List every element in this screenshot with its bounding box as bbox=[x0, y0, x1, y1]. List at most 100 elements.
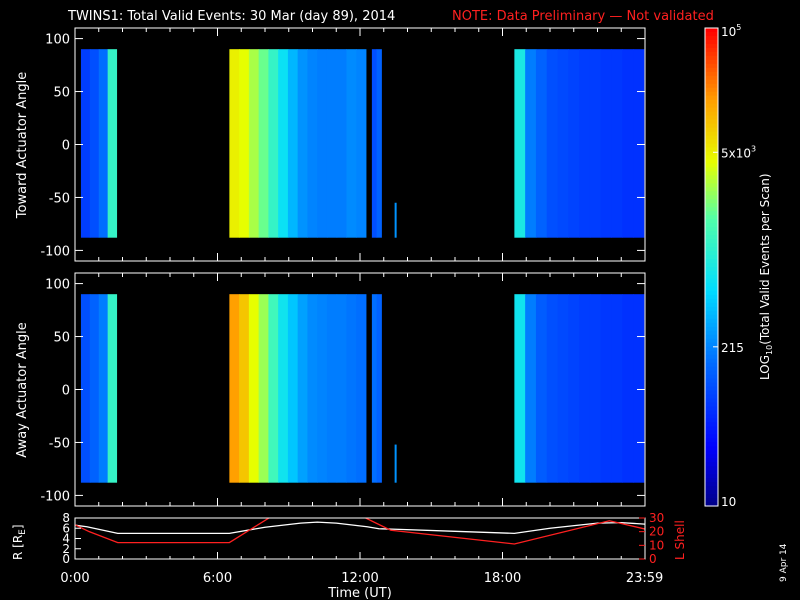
heatmap-cell bbox=[376, 49, 382, 238]
colorbar-cell bbox=[705, 151, 718, 157]
heatmap-cell bbox=[80, 49, 91, 238]
colorbar-cell bbox=[705, 211, 718, 216]
heatmap-cell bbox=[229, 294, 240, 483]
heatmap-cell bbox=[326, 294, 338, 483]
r-tick-label: 4 bbox=[62, 532, 70, 546]
heatmap-cell bbox=[346, 294, 357, 483]
colorbar-cell bbox=[705, 426, 718, 431]
heatmap-cell bbox=[317, 49, 328, 238]
colorbar-cell bbox=[705, 358, 718, 364]
colorbar-cell bbox=[705, 394, 718, 400]
heatmap-cell bbox=[239, 49, 250, 238]
colorbar-cell bbox=[705, 247, 718, 252]
heatmap-cell bbox=[258, 294, 269, 483]
date-stamp: 9 Apr 14 bbox=[779, 543, 789, 582]
colorbar-cell bbox=[705, 362, 718, 368]
colorbar-cell bbox=[705, 67, 718, 73]
heatmap-cell bbox=[89, 294, 100, 483]
r-tick-label: 2 bbox=[62, 542, 70, 556]
colorbar-cell bbox=[705, 474, 718, 479]
colorbar-cell bbox=[705, 243, 718, 248]
heatmap-cell bbox=[600, 49, 612, 238]
heatmap-cell bbox=[568, 49, 580, 238]
colorbar-cell bbox=[705, 418, 718, 423]
heatmap-cell bbox=[336, 49, 347, 238]
y-tick-label: 100 bbox=[45, 33, 70, 48]
heatmap-cell bbox=[258, 49, 269, 238]
heatmap-cell bbox=[107, 49, 118, 238]
colorbar-cell bbox=[705, 231, 718, 236]
colorbar-gradient bbox=[705, 28, 718, 507]
colorbar-cell bbox=[705, 107, 718, 113]
colorbar-cell bbox=[705, 498, 718, 503]
colorbar-cell bbox=[705, 370, 718, 376]
heatmap-cell bbox=[107, 294, 118, 483]
heatmap-cell bbox=[248, 49, 260, 238]
colorbar-cell bbox=[705, 119, 718, 125]
colorbar-cell bbox=[705, 294, 718, 300]
colorbar-cell bbox=[705, 127, 718, 133]
colorbar-cell bbox=[705, 155, 718, 161]
colorbar-cell bbox=[705, 302, 718, 308]
colorbar-cell bbox=[705, 430, 718, 435]
heatmap-cell bbox=[346, 49, 357, 238]
heatmap-spike bbox=[394, 444, 397, 483]
heatmap-cell bbox=[514, 294, 526, 483]
colorbar-cell bbox=[705, 115, 718, 121]
colorbar-cell bbox=[705, 71, 718, 77]
colorbar-cell bbox=[705, 199, 718, 204]
colorbar-cell bbox=[705, 219, 718, 224]
heatmap-cell bbox=[80, 294, 91, 483]
colorbar-frame bbox=[704, 27, 719, 507]
heatmap-cell bbox=[546, 294, 559, 483]
heatmap-cell bbox=[557, 49, 569, 238]
colorbar-cell bbox=[705, 147, 718, 153]
colorbar-cell bbox=[705, 47, 718, 53]
lshell-ylabel: L Shell bbox=[673, 520, 687, 560]
r-tick-label: 0 bbox=[62, 552, 70, 566]
heatmap-cell bbox=[356, 294, 367, 483]
colorbar-cell bbox=[705, 191, 718, 196]
time-tick-label: 12:00 bbox=[341, 571, 378, 586]
colorbar-tick-label: 5x103 bbox=[721, 144, 756, 160]
colorbar-cell bbox=[705, 255, 718, 260]
heatmap-cell bbox=[535, 294, 548, 483]
heatmap-cell bbox=[525, 49, 537, 238]
heatmap-cell bbox=[287, 49, 299, 238]
colorbar-cell bbox=[705, 143, 718, 149]
heatmap-cell bbox=[589, 294, 602, 483]
orbit-lines bbox=[75, 518, 645, 545]
heatmap-cell bbox=[622, 294, 634, 483]
colorbar-cell bbox=[705, 450, 718, 455]
colorbar-cell bbox=[705, 75, 718, 81]
colorbar-cell bbox=[705, 346, 718, 352]
colorbar-cell bbox=[705, 39, 718, 45]
colorbar-cell bbox=[705, 267, 718, 272]
y-tick-label: -50 bbox=[49, 191, 70, 206]
heatmap-spike bbox=[394, 202, 397, 238]
colorbar-cell bbox=[705, 494, 718, 499]
heatmap-cell bbox=[229, 49, 240, 238]
colorbar-cell bbox=[705, 354, 718, 360]
colorbar-cell bbox=[705, 410, 718, 415]
lshell-tick-label: 30 bbox=[649, 511, 664, 525]
lshell-tick-label: 20 bbox=[649, 525, 664, 539]
colorbar-cell bbox=[705, 59, 718, 65]
colorbar-cell bbox=[705, 31, 718, 37]
r-tick-label: 6 bbox=[62, 521, 70, 535]
colorbar-cell bbox=[705, 414, 718, 419]
colorbar-cell bbox=[705, 83, 718, 89]
y-tick-label: -100 bbox=[40, 244, 70, 259]
heatmap-cell bbox=[611, 294, 623, 483]
colorbar-cell bbox=[705, 378, 718, 384]
heatmap-cell bbox=[326, 49, 338, 238]
y-tick-label: 50 bbox=[53, 331, 70, 346]
colorbar-cell bbox=[705, 314, 718, 320]
heatmap-cell bbox=[98, 49, 109, 238]
colorbar-cell bbox=[705, 326, 718, 332]
colorbar-cell bbox=[705, 278, 718, 284]
heatmap-cell bbox=[98, 294, 109, 483]
colorbar-cell bbox=[705, 382, 718, 388]
